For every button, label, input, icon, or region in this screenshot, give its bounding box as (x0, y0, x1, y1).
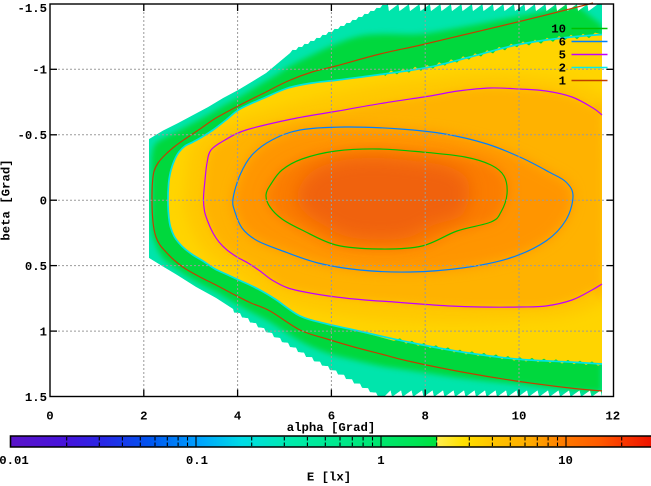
svg-text:8: 8 (422, 410, 429, 424)
svg-text:10: 10 (558, 454, 573, 468)
svg-text:alpha [Grad]: alpha [Grad] (287, 421, 376, 435)
svg-text:4: 4 (234, 410, 242, 424)
svg-text:12: 12 (605, 410, 620, 424)
svg-text:0.01: 0.01 (0, 454, 29, 468)
svg-text:0.1: 0.1 (186, 454, 208, 468)
svg-text:1: 1 (377, 454, 384, 468)
svg-text:2: 2 (559, 62, 566, 76)
svg-text:E [lx]: E [lx] (307, 470, 351, 484)
svg-text:5: 5 (559, 49, 566, 63)
svg-text:0.5: 0.5 (25, 260, 47, 274)
svg-text:10: 10 (551, 23, 566, 37)
svg-text:1.5: 1.5 (25, 391, 47, 405)
svg-text:6: 6 (559, 36, 566, 50)
svg-text:-0.5: -0.5 (17, 129, 47, 143)
svg-text:1: 1 (559, 75, 566, 89)
svg-text:10: 10 (512, 410, 527, 424)
svg-text:2: 2 (140, 410, 147, 424)
svg-text:1: 1 (40, 325, 47, 339)
svg-text:beta [Grad]: beta [Grad] (0, 159, 14, 240)
svg-text:-1: -1 (32, 64, 47, 78)
svg-text:0: 0 (46, 410, 53, 424)
svg-text:0: 0 (40, 194, 47, 208)
svg-text:-1.5: -1.5 (17, 2, 47, 16)
svg-text:6: 6 (328, 410, 335, 424)
